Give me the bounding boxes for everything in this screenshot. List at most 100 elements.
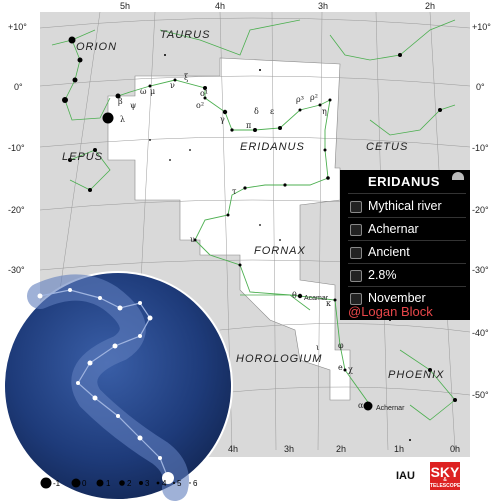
- greek-label: χ: [348, 365, 353, 374]
- info-row-brightest-star: Achernar: [350, 219, 468, 239]
- greek-label: α: [358, 401, 364, 410]
- sky-area-icon: [350, 269, 362, 282]
- constellation-label-fornax: FORNAX: [254, 245, 306, 257]
- divider: [348, 286, 466, 287]
- greek-label: ο²: [196, 101, 204, 110]
- legend-mag: 4: [162, 479, 167, 488]
- legend-mag: 2: [127, 479, 132, 488]
- greek-label: ρ²: [310, 93, 318, 102]
- brightest-star-icon: [350, 223, 362, 236]
- dec-label-left-minus10: -10°: [8, 143, 25, 153]
- ra-label-bottom-1h: 1h: [394, 444, 404, 454]
- divider: [348, 193, 466, 194]
- greek-label: τ: [232, 187, 237, 196]
- greek-label: ω: [140, 87, 147, 96]
- greek-label: θ: [292, 291, 297, 300]
- greek-label: π: [246, 121, 251, 130]
- constellation-label-horologium: HOROLOGIUM: [236, 353, 322, 365]
- greek-label: δ: [254, 107, 259, 116]
- ra-label-bottom-2h: 2h: [336, 444, 346, 454]
- dec-label-right-minus50: -50°: [472, 390, 489, 400]
- legend-mag: 3: [145, 479, 150, 488]
- dec-label-right-0: 0°: [476, 82, 485, 92]
- stars: [62, 36, 457, 441]
- greek-label: φ: [338, 341, 344, 350]
- legend-mag: 5: [177, 479, 182, 488]
- greek-label: ρ³: [296, 95, 304, 104]
- greek-label: ι: [316, 343, 319, 352]
- greek-label: λ: [120, 115, 125, 124]
- info-row-text: Mythical river: [368, 199, 442, 213]
- constellation-label-cetus: CETUS: [366, 141, 408, 153]
- constellation-illustration: [3, 271, 233, 501]
- constellation-label-orion: ORION: [76, 41, 117, 53]
- iau-logo: IAU: [396, 470, 415, 482]
- constellation-label-eridanus: ERIDANUS: [240, 141, 305, 153]
- info-row-origin: Ancient: [350, 242, 468, 262]
- greek-label: ν: [170, 81, 175, 90]
- ra-label-bottom-4h: 4h: [228, 444, 238, 454]
- dec-label-left-minus20: -20°: [8, 205, 25, 215]
- info-panel: ERIDANUS Mythical river Achernar Ancient…: [340, 170, 470, 320]
- constellation-label-taurus: TAURUS: [160, 29, 210, 41]
- info-row-text: Achernar: [368, 222, 419, 236]
- eridanus-boundary: [107, 57, 351, 401]
- achernar-glow-star: [162, 472, 174, 484]
- ra-label-2h: 2h: [425, 1, 435, 11]
- info-row-text: November: [368, 291, 426, 305]
- info-title: ERIDANUS: [368, 174, 440, 189]
- greek-label: ε: [270, 107, 274, 116]
- mythology-icon: [350, 200, 362, 213]
- eridanus-figure-line: [117, 79, 371, 406]
- greek-label: υ: [190, 235, 195, 244]
- dec-label-right-plus10: +10°: [472, 22, 491, 32]
- legend-mag: -1: [53, 479, 61, 488]
- dec-label-left-0: 0°: [14, 82, 23, 92]
- constellation-label-phoenix: PHOENIX: [388, 369, 445, 381]
- legend-mag: 1: [106, 479, 111, 488]
- info-row-sky-area: 2.8%: [350, 265, 468, 285]
- greek-label: η: [322, 107, 327, 116]
- satellite-dish-icon: [452, 172, 464, 180]
- dec-label-right-minus30: -30°: [472, 265, 489, 275]
- legend-mag: 6: [193, 479, 198, 488]
- dec-label-right-minus10: -10°: [472, 143, 489, 153]
- sky-logo-text: SKY: [430, 464, 460, 480]
- star-name-achernar: Achernar: [376, 405, 405, 412]
- origin-icon: [350, 246, 362, 259]
- magnitude-legend: -1 0 1 2 3 4 5 6: [40, 477, 198, 489]
- sky-telescope-logo: SKY & TELESCOPE: [430, 462, 460, 490]
- star-achernar: [363, 401, 373, 411]
- divider: [348, 263, 466, 264]
- dec-label-right-minus20: -20°: [472, 205, 489, 215]
- credit-text: @Logan Block: [348, 304, 433, 319]
- divider: [348, 240, 466, 241]
- ra-label-4h: 4h: [215, 1, 225, 11]
- info-row-mythology: Mythical river: [350, 196, 468, 216]
- ra-label-bottom-3h: 3h: [284, 444, 294, 454]
- greek-label: ο¹: [200, 89, 208, 98]
- greek-label: β: [118, 97, 123, 106]
- info-row-text: Ancient: [368, 245, 410, 259]
- divider: [348, 217, 466, 218]
- star-name-acamar: Acamar: [304, 295, 329, 302]
- ra-label-bottom-0h: 0h: [450, 444, 460, 454]
- info-row-visibility: November: [350, 288, 468, 308]
- greek-label: μ: [150, 87, 155, 96]
- constellation-label-lepus: LEPUS: [62, 151, 103, 163]
- info-row-text: 2.8%: [368, 268, 397, 282]
- ra-label-5h: 5h: [120, 1, 130, 11]
- greek-label: ψ: [130, 101, 136, 110]
- legend-mag: 0: [82, 479, 87, 488]
- ra-label-3h: 3h: [318, 1, 328, 11]
- dec-label-left-minus30: -30°: [8, 265, 25, 275]
- star-rigel: [102, 112, 114, 124]
- greek-label: ξ: [184, 73, 189, 82]
- dec-label-right-minus40: -40°: [472, 328, 489, 338]
- star-acamar: [297, 293, 303, 299]
- other-constellation-lines: [51, 19, 456, 421]
- dec-label-left-plus10: +10°: [8, 22, 27, 32]
- sky-logo-subtext: & TELESCOPE: [430, 477, 461, 489]
- greek-label: γ: [220, 115, 225, 124]
- visibility-month-icon: [350, 292, 362, 305]
